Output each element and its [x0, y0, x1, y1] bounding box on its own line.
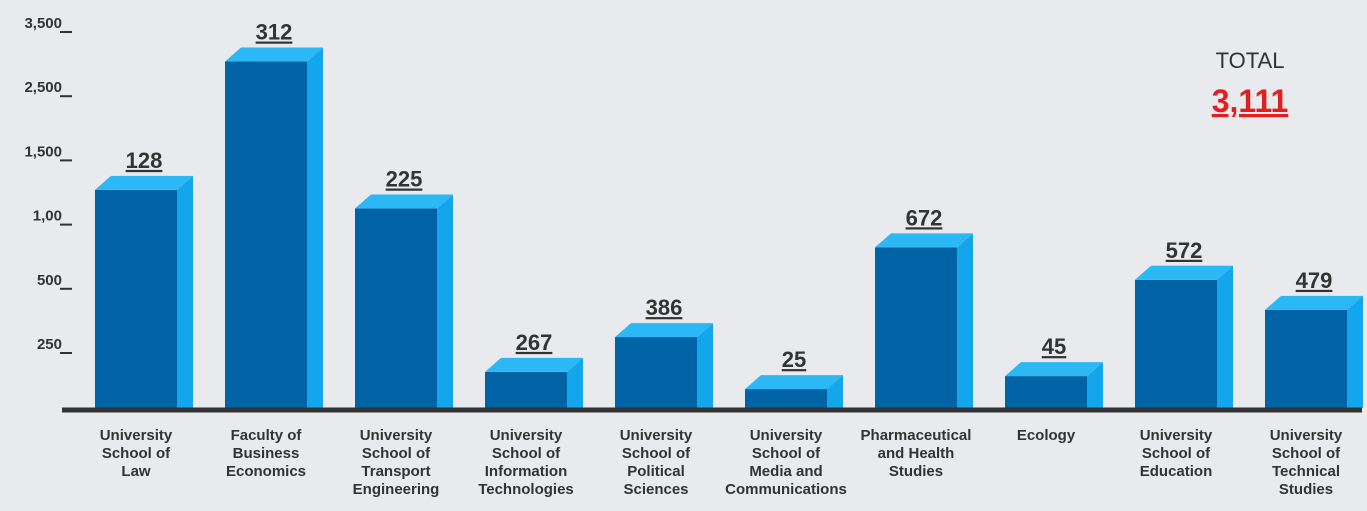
- x-tick-label: Ecology: [1017, 427, 1076, 444]
- y-tick-label: 500: [37, 272, 62, 289]
- bar: [225, 61, 307, 408]
- bar: [1265, 309, 1347, 408]
- bar-side: [567, 357, 583, 408]
- bar-side: [1347, 295, 1363, 408]
- bar-label: 572: [1166, 238, 1203, 263]
- bar-label: 45: [1042, 334, 1066, 359]
- x-tick-label: Faculty of Business Economics: [226, 427, 306, 480]
- bar-label: 386: [646, 295, 683, 320]
- x-tick-label: University School of Media and Communicatio…: [725, 427, 847, 498]
- bar-label: 225: [386, 167, 423, 192]
- bar-label: 128: [126, 148, 163, 173]
- bar-label: 479: [1296, 268, 1333, 293]
- total-title: TOTAL: [1216, 48, 1285, 73]
- bar-top: [355, 194, 453, 209]
- x-tick-label: Pharmaceutical and Health Studies: [861, 427, 972, 480]
- y-tick-label: 2,500: [24, 79, 62, 96]
- x-tick-label: University School of Education: [1140, 427, 1213, 480]
- bar-side: [697, 323, 713, 408]
- bar: [95, 189, 177, 408]
- y-tick-label: 1,00: [33, 208, 62, 225]
- y-tick-label: 3,500: [24, 15, 62, 32]
- bar: [615, 337, 697, 408]
- bar-side: [827, 375, 843, 408]
- bar: [1135, 279, 1217, 408]
- bar: [485, 371, 567, 408]
- bar-top: [745, 375, 843, 390]
- bar-top: [1005, 362, 1103, 377]
- bar-label: 267: [516, 330, 553, 355]
- x-tick-label: University School of Information Technologi…: [478, 427, 574, 498]
- bar-side: [307, 47, 323, 408]
- total-value: 3,111: [1212, 83, 1289, 119]
- bar-side: [177, 175, 193, 408]
- x-tick-label: University School of Law: [100, 427, 173, 480]
- bar-side: [1217, 265, 1233, 408]
- y-tick-label: 250: [37, 336, 62, 353]
- x-tick-label: University School of Transport Engineering: [353, 427, 440, 498]
- x-tick-label: University School of Technical Studies: [1270, 427, 1343, 498]
- bar-label: 672: [906, 205, 943, 230]
- x-tick-label: University School of Political Sciences: [620, 427, 693, 498]
- bar-top: [225, 47, 323, 62]
- bar-side: [437, 194, 453, 408]
- bar-top: [615, 323, 713, 338]
- bar-label: 25: [782, 347, 806, 372]
- bar-top: [95, 175, 193, 190]
- bar-side: [1087, 362, 1103, 408]
- bar-top: [1135, 265, 1233, 280]
- bar-side: [957, 233, 973, 408]
- bar-top: [1265, 295, 1363, 310]
- bar-label: 312: [256, 20, 293, 45]
- bar: [355, 208, 437, 408]
- bar: [1005, 376, 1087, 408]
- bar: [745, 389, 827, 408]
- bar-top: [485, 357, 583, 372]
- bar: [875, 247, 957, 408]
- y-tick-label: 1,500: [24, 143, 62, 160]
- bar-top: [875, 233, 973, 248]
